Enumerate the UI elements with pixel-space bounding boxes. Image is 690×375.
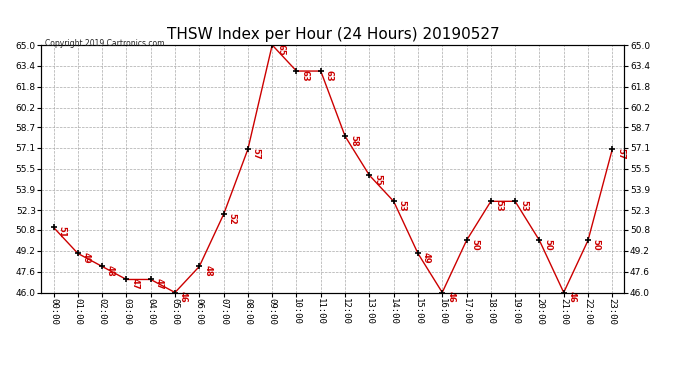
Text: 47: 47 xyxy=(130,278,139,290)
Text: 50: 50 xyxy=(592,239,601,250)
Title: THSW Index per Hour (24 Hours) 20190527: THSW Index per Hour (24 Hours) 20190527 xyxy=(166,27,500,42)
Text: 49: 49 xyxy=(422,252,431,264)
Text: 47: 47 xyxy=(155,278,164,290)
Text: 57: 57 xyxy=(616,148,625,159)
Text: 50: 50 xyxy=(471,239,480,250)
Text: 48: 48 xyxy=(106,265,115,277)
Text: 49: 49 xyxy=(81,252,90,264)
Text: 48: 48 xyxy=(203,265,212,277)
Text: 57: 57 xyxy=(252,148,261,159)
Text: 65: 65 xyxy=(276,44,285,55)
Text: 63: 63 xyxy=(300,70,309,81)
Text: 50: 50 xyxy=(543,239,552,250)
Text: 53: 53 xyxy=(495,200,504,211)
Text: Copyright 2019 Cartronics.com: Copyright 2019 Cartronics.com xyxy=(45,39,164,48)
Text: 46: 46 xyxy=(446,291,455,303)
Text: 52: 52 xyxy=(228,213,237,225)
Text: 46: 46 xyxy=(179,291,188,303)
Text: 63: 63 xyxy=(324,70,333,81)
Text: 51: 51 xyxy=(57,226,66,238)
Text: 53: 53 xyxy=(397,200,406,211)
Text: 58: 58 xyxy=(349,135,358,146)
Text: THSW  (°F): THSW (°F) xyxy=(563,31,617,40)
Text: 46: 46 xyxy=(568,291,577,303)
Text: 53: 53 xyxy=(519,200,528,211)
Text: 55: 55 xyxy=(373,174,382,186)
